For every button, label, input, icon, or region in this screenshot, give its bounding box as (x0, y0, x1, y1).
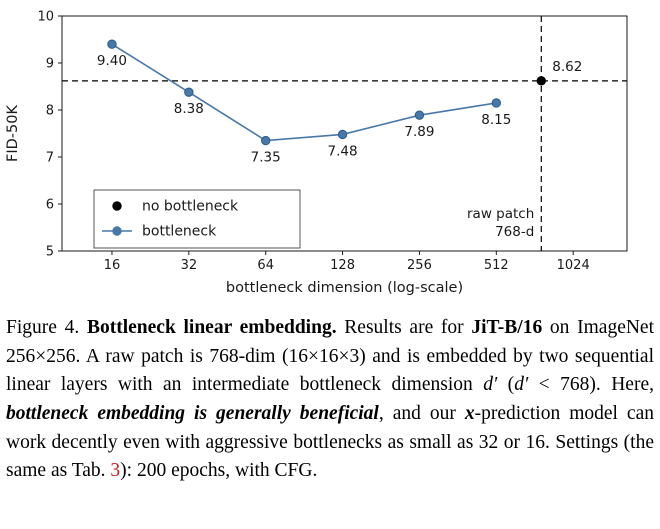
data-label: 7.35 (251, 150, 281, 166)
x-tick-label: 128 (330, 258, 355, 273)
caption-segment: JiT-B/16 (471, 317, 543, 338)
caption-segment: d′ (514, 374, 529, 396)
x-tick-label: 64 (257, 258, 274, 273)
y-axis-label: FID-50K (5, 105, 21, 162)
legend-dot-marker (112, 226, 122, 236)
caption-segment: x (464, 402, 475, 424)
caption-segment: < 768). Here, (528, 374, 654, 396)
caption-segment: on ImageNet 256×256. A raw patch is 768-… (6, 317, 654, 396)
y-tick-label: 8 (46, 104, 54, 119)
caption-segment: d′ (483, 374, 498, 396)
raw-patch-annotation: raw patch (467, 206, 534, 222)
x-tick-label: 256 (407, 258, 432, 273)
data-point (107, 39, 117, 49)
caption-segment: ): 200 epochs, with CFG. (120, 460, 318, 482)
y-tick-label: 5 (46, 245, 54, 260)
y-tick-label: 10 (37, 10, 54, 25)
data-point (337, 129, 348, 140)
x-tick-label: 32 (181, 258, 198, 273)
data-label: 8.15 (481, 112, 511, 128)
legend-label: bottleneck (142, 224, 217, 240)
caption-segment: bottleneck embedding is generally benefi… (6, 402, 379, 424)
caption-segment: Bottleneck linear embedding. (86, 317, 337, 338)
data-label: 8.62 (552, 59, 582, 75)
figure-chart: 16 32 64 128 256 512 1024 5 6 7 8 9 10 9.40 8.38 7.35 7.… (5, 10, 628, 296)
y-tick-label: 6 (46, 198, 54, 213)
data-point (491, 98, 502, 108)
data-label: 7.48 (328, 143, 358, 159)
figure-caption: Figure 4. Bottleneck linear embedding. R… (0, 302, 660, 486)
raw-patch-annotation: 768-d (495, 224, 534, 240)
caption-segment: , and our (378, 402, 465, 424)
caption-segment: Figure 4. (6, 317, 87, 338)
caption-segment: ( (497, 374, 515, 396)
data-label: 8.38 (174, 101, 204, 117)
legend-box (93, 189, 301, 249)
no-bottleneck-point (536, 76, 546, 86)
y-tick-label: 7 (46, 151, 54, 166)
data-label: 7.89 (404, 124, 434, 140)
x-tick-label: 1024 (557, 258, 590, 273)
data-point (261, 135, 271, 146)
bottleneck-line (111, 43, 497, 142)
x-axis-label: bottleneck dimension (log-scale) (226, 280, 463, 296)
data-label: 9.40 (97, 53, 127, 69)
tab-3-link[interactable]: 3 (110, 460, 121, 482)
legend-label: no bottleneck (142, 199, 239, 215)
y-tick-label: 9 (46, 57, 54, 72)
plot-frame (61, 15, 628, 252)
data-point (414, 110, 425, 120)
caption-segment: Results are for (336, 317, 472, 338)
x-tick-label: 16 (104, 258, 121, 273)
caption-segment: -prediction model can work decently even… (6, 402, 654, 482)
legend-dot-marker (112, 201, 122, 211)
data-point (184, 87, 194, 97)
x-tick-label: 512 (484, 258, 509, 273)
